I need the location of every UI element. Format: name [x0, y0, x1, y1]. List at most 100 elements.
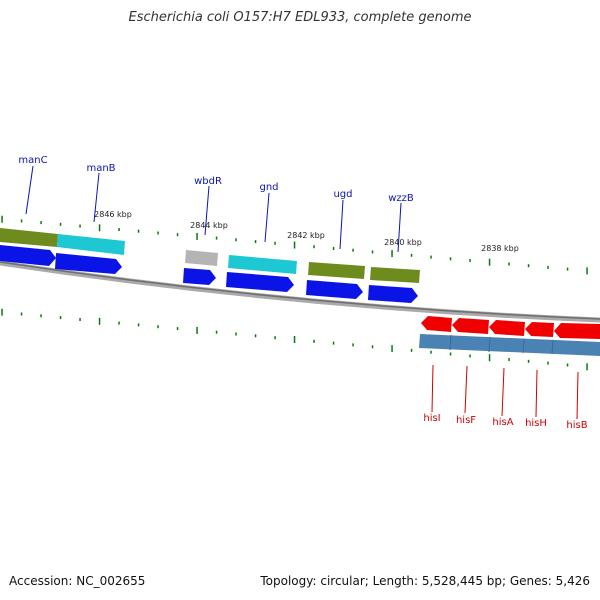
scale-tick — [20, 219, 23, 223]
gene-block-manB-cog — [57, 234, 125, 255]
genome-stats-text: Topology: circular; Length: 5,528,445 bp… — [260, 574, 590, 588]
scale-tick — [527, 359, 530, 363]
gene-arrow-manC — [0, 245, 56, 266]
tick-marks — [1, 215, 588, 371]
gene-label-wzzB: wzzB — [388, 193, 414, 204]
gene-block-divider — [522, 338, 525, 354]
leader-line-wzzB — [397, 202, 402, 253]
scale-tick — [547, 265, 549, 269]
scale-tick — [566, 363, 569, 367]
scale-tick — [176, 233, 179, 237]
gene-block-ugd-cog — [308, 262, 365, 279]
scale-tick — [469, 259, 471, 262]
leader-line-hisF — [464, 365, 468, 414]
accession-text: Accession: NC_002655 — [9, 574, 146, 588]
genome-backbone — [0, 260, 600, 323]
scale-tick — [313, 339, 315, 343]
scale-tick — [176, 327, 179, 331]
kbp-label: 2838 kbp — [481, 244, 519, 253]
scale-tick — [274, 241, 276, 245]
leader-line-ugd — [339, 199, 344, 250]
scale-tick — [235, 332, 237, 336]
leader-line-gnd — [264, 192, 270, 243]
scale-tick — [157, 325, 159, 329]
scale-tick — [371, 345, 374, 349]
scale-tick — [469, 354, 471, 358]
scale-tick — [488, 354, 491, 362]
gene-block-wzzB-cog — [370, 267, 420, 283]
gene-arrow-hisH — [525, 322, 554, 337]
kbp-label: 2842 kbp — [287, 231, 325, 240]
scale-tick — [1, 215, 3, 223]
gene-block-mancA-cog — [0, 228, 58, 247]
gene-arrow-wbdR — [183, 268, 216, 285]
leader-line-manB — [93, 172, 100, 223]
gene-label-hisA: hisA — [492, 417, 513, 428]
scale-tick — [98, 224, 101, 232]
scale-tick — [293, 336, 296, 343]
gene-label-hisH: hisH — [525, 418, 547, 429]
scale-tick — [274, 336, 276, 340]
gene-label-manC: manC — [18, 155, 47, 166]
scale-tick — [430, 255, 432, 259]
scale-tick — [332, 341, 335, 345]
scale-tick — [352, 248, 354, 252]
scale-tick — [586, 267, 588, 275]
gene-arrow-wzzB — [368, 285, 418, 303]
map-title: Escherichia coli O157:H7 EDL933, complet… — [128, 10, 472, 25]
gene-label-hisB: hisB — [566, 420, 587, 431]
scale-tick — [137, 229, 140, 233]
scale-tick — [196, 326, 198, 334]
scale-tick — [332, 247, 335, 250]
leader-line-hisH — [535, 369, 538, 418]
scale-tick — [352, 343, 354, 347]
scale-tick — [40, 221, 42, 225]
scale-tick — [157, 231, 159, 235]
scale-tick — [59, 316, 62, 320]
scale-tick — [293, 241, 296, 249]
scale-tick — [391, 345, 393, 353]
gene-label-ugd: ugd — [333, 189, 352, 200]
gene-label-wbdR: wbdR — [194, 176, 222, 187]
scale-tick — [508, 358, 510, 361]
gene-label-hisF: hisF — [456, 415, 476, 426]
scale-tick — [196, 232, 198, 240]
kbp-label: 2846 kbp — [94, 210, 132, 219]
gene-arrow-hisI — [421, 316, 452, 332]
scale-tick — [566, 267, 569, 271]
genome-backbone-highlight — [0, 261, 600, 320]
scale-tick — [410, 348, 413, 352]
gene-label-manB: manB — [86, 163, 115, 174]
leader-line-wbdR — [204, 185, 210, 236]
scale-tick — [1, 308, 3, 316]
scale-tick — [20, 312, 23, 316]
gene-arrow-gnd — [226, 272, 294, 292]
scale-tick — [410, 253, 413, 257]
scale-tick — [313, 245, 315, 249]
kbp-label: 2844 kbp — [190, 221, 228, 230]
scale-tick — [40, 314, 42, 318]
scale-tick — [235, 238, 237, 242]
gene-label-hisI: hisI — [423, 413, 440, 424]
scale-tick — [449, 352, 452, 356]
leader-line-manC — [25, 165, 34, 215]
scale-tick — [79, 318, 81, 321]
gene-block-divider — [551, 339, 554, 355]
scale-tick — [215, 236, 218, 240]
scale-tick — [508, 262, 510, 266]
gene-arrow-hisB — [554, 323, 600, 339]
gene-block-his-cog — [419, 334, 600, 356]
gene-block-divider — [449, 334, 452, 351]
scale-tick — [254, 240, 257, 244]
kbp-label: 2840 kbp — [384, 238, 422, 247]
scale-tick — [449, 257, 452, 261]
scale-tick — [254, 334, 257, 338]
scale-tick — [547, 361, 549, 365]
scale-tick — [215, 330, 218, 334]
scale-tick — [586, 363, 588, 371]
scale-tick — [137, 323, 140, 327]
gene-arrow-hisA — [489, 320, 525, 336]
scale-tick — [98, 317, 101, 325]
gene-arrow-hisF — [452, 318, 489, 334]
